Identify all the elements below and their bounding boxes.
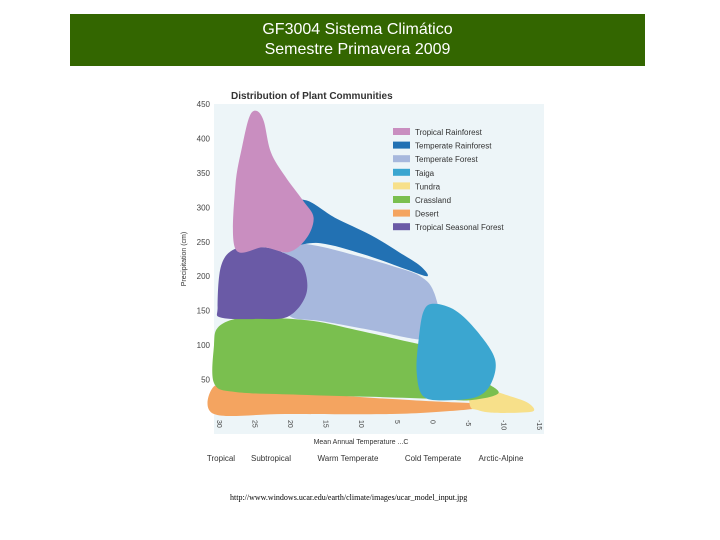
zone-label: Tropical — [207, 454, 235, 463]
zone-label: Subtropical — [251, 454, 291, 463]
x-tick-label: -5 — [464, 420, 471, 426]
x-tick-label: -15 — [535, 420, 542, 430]
source-url: http://www.windows.ucar.edu/earth/climat… — [230, 493, 468, 502]
legend-swatch-taiga — [393, 168, 410, 176]
area-temperate-rainforest — [283, 198, 428, 277]
title-banner: GF3004 Sistema Climático Semestre Primav… — [70, 14, 645, 66]
legend-swatch-desert — [393, 209, 410, 217]
legend-label-taiga: Taiga — [415, 169, 435, 178]
plant-distribution-figure: Distribution of Plant Communities 450 400… — [178, 82, 564, 472]
legend-label-tropical-rainforest: Tropical Rainforest — [415, 128, 483, 137]
x-tick-label: -10 — [499, 420, 506, 430]
y-tick-label: 50 — [201, 376, 210, 385]
legend-label-temperate-rainforest: Temperate Rainforest — [415, 142, 492, 151]
legend-swatch-tundra — [393, 182, 410, 190]
slide-title-line2: Semestre Primavera 2009 — [264, 41, 451, 58]
chart-svg: Distribution of Plant Communities 450 400… — [181, 91, 544, 463]
x-axis-label: Mean Annual Temperature ...C — [314, 439, 409, 446]
legend-swatch-temperate-rainforest — [393, 141, 410, 149]
x-tick-label: 15 — [322, 420, 329, 428]
legend-label-tundra: Tundra — [415, 182, 441, 191]
x-tick-label: 25 — [251, 420, 258, 428]
area-taiga — [416, 303, 496, 401]
y-tick-label: 200 — [197, 272, 211, 281]
area-tropical-seasonal-forest — [216, 246, 308, 320]
legend-label-tropical-seasonal-forest: Tropical Seasonal Forest — [415, 223, 504, 232]
y-tick-label: 400 — [197, 134, 211, 143]
legend-swatch-crassland — [393, 196, 410, 203]
x-tick-label: 0 — [428, 420, 435, 424]
y-tick-label: 350 — [197, 169, 211, 178]
x-tick-label: 30 — [215, 420, 222, 428]
x-tick-label: 5 — [393, 420, 400, 424]
legend-swatch-tropical-seasonal-forest — [393, 223, 410, 231]
slide-title-line1: GF3004 Sistema Climático — [262, 21, 453, 38]
y-axis-label: Precipitation (cm) — [181, 232, 188, 286]
y-tick-label: 150 — [197, 307, 211, 316]
zone-label: Arctic-Alpine — [479, 454, 524, 463]
x-tick-label: 10 — [357, 420, 364, 428]
area-temperate-forest — [281, 242, 443, 341]
legend-swatch-tropical-rainforest — [393, 128, 410, 135]
zone-label: Cold Temperate — [405, 454, 462, 463]
legend-label-temperate-forest: Temperate Forest — [415, 155, 478, 164]
y-tick-label: 300 — [197, 203, 211, 212]
y-tick-label: 450 — [197, 100, 211, 109]
zone-label: Warm Temperate — [318, 454, 379, 463]
x-tick-label: 20 — [286, 420, 293, 428]
chart-title: Distribution of Plant Communities — [231, 91, 393, 102]
legend-label-desert: Desert — [415, 210, 439, 219]
legend-label-crassland: Crassland — [415, 196, 451, 205]
legend-swatch-temperate-forest — [393, 155, 410, 163]
area-tropical-rainforest — [232, 110, 314, 253]
y-tick-label: 100 — [197, 341, 211, 350]
y-tick-label: 250 — [197, 238, 211, 247]
